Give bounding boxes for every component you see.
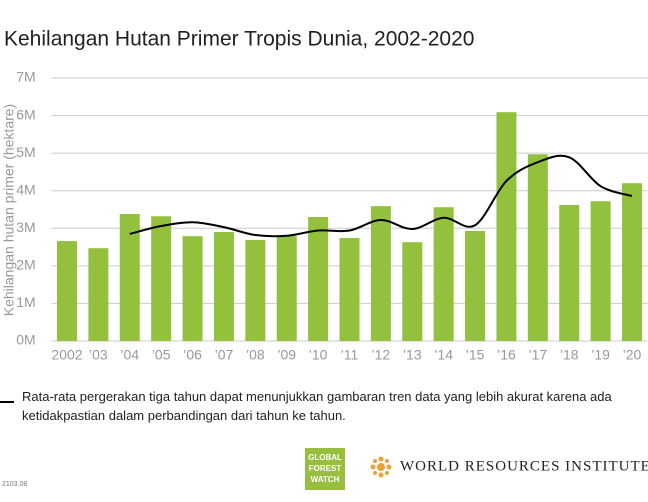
wri-icon (370, 456, 392, 478)
moving-average-line (129, 154, 633, 238)
bar (56, 241, 77, 341)
x-tick-label: ’09 (277, 347, 296, 363)
x-tick-label: ’15 (466, 347, 485, 363)
gfw-text: FOREST (309, 464, 342, 473)
y-tick-label: 3M (16, 219, 35, 235)
bar (88, 248, 109, 341)
bar (527, 154, 548, 341)
bar (402, 242, 423, 341)
x-tick-label: ’13 (403, 347, 422, 363)
bar (245, 239, 266, 341)
bar (496, 112, 517, 341)
bar (119, 214, 140, 341)
y-tick-label: 6M (16, 106, 35, 122)
code: 2103.08 (2, 481, 27, 488)
bar (339, 238, 360, 341)
bar (182, 236, 203, 341)
bar (151, 216, 172, 341)
bar (308, 217, 329, 341)
x-tick-label: ’18 (560, 347, 579, 363)
y-tick-label: 5M (16, 144, 35, 160)
y-tick-label: 1M (16, 294, 35, 310)
y-axis-label: Kehilangan hutan primer (hektare) (1, 104, 17, 316)
x-tick-label: ’08 (246, 347, 265, 363)
bar (433, 207, 454, 341)
gfw-logo (305, 448, 345, 490)
bar (213, 232, 234, 341)
x-tick-label: ’05 (152, 347, 171, 363)
gfw-text: GLOBAL (308, 453, 342, 462)
legend-text: Rata-rata pergerakan tiga tahun dapat me… (22, 389, 612, 423)
wri-text: WORLD RESOURCES INSTITUTE (400, 458, 648, 474)
gfw-text: WATCH (311, 475, 340, 484)
bar (370, 206, 391, 341)
x-tick-label: ’19 (591, 347, 610, 363)
x-tick-label: ’06 (183, 347, 202, 363)
x-tick-label: ’03 (89, 347, 108, 363)
y-tick-label: 0M (16, 332, 35, 348)
bar (465, 230, 486, 341)
x-tick-label: ’07 (215, 347, 234, 363)
bar (590, 201, 611, 341)
x-tick-label: ’12 (372, 347, 391, 363)
y-tick-label: 4M (16, 181, 35, 197)
x-tick-label: ’11 (341, 347, 359, 363)
y-tick-label: 7M (16, 69, 35, 85)
x-tick-label: ’17 (528, 347, 547, 363)
x-tick-label: ’04 (120, 347, 139, 363)
y-tick-label: 2M (16, 257, 35, 273)
x-tick-label: ’20 (623, 347, 642, 363)
chart-title: Kehilangan Hutan Primer Tropis Dunia, 20… (4, 28, 474, 51)
x-tick-label: ’14 (434, 347, 453, 363)
x-tick-label: ’10 (309, 347, 328, 363)
bar (559, 204, 580, 341)
bar (276, 236, 297, 341)
bar (622, 183, 643, 341)
x-tick-label: ’16 (497, 347, 516, 363)
x-tick-label: 2002 (51, 347, 82, 363)
